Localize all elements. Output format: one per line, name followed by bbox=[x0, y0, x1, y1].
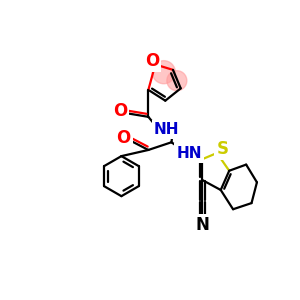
Circle shape bbox=[152, 61, 175, 84]
Circle shape bbox=[167, 70, 187, 91]
Text: N: N bbox=[195, 216, 209, 234]
Text: S: S bbox=[216, 140, 228, 158]
Text: HN: HN bbox=[176, 146, 202, 160]
Text: O: O bbox=[113, 103, 127, 121]
Text: NH: NH bbox=[154, 122, 180, 137]
Text: O: O bbox=[117, 129, 131, 147]
Text: O: O bbox=[145, 52, 159, 70]
